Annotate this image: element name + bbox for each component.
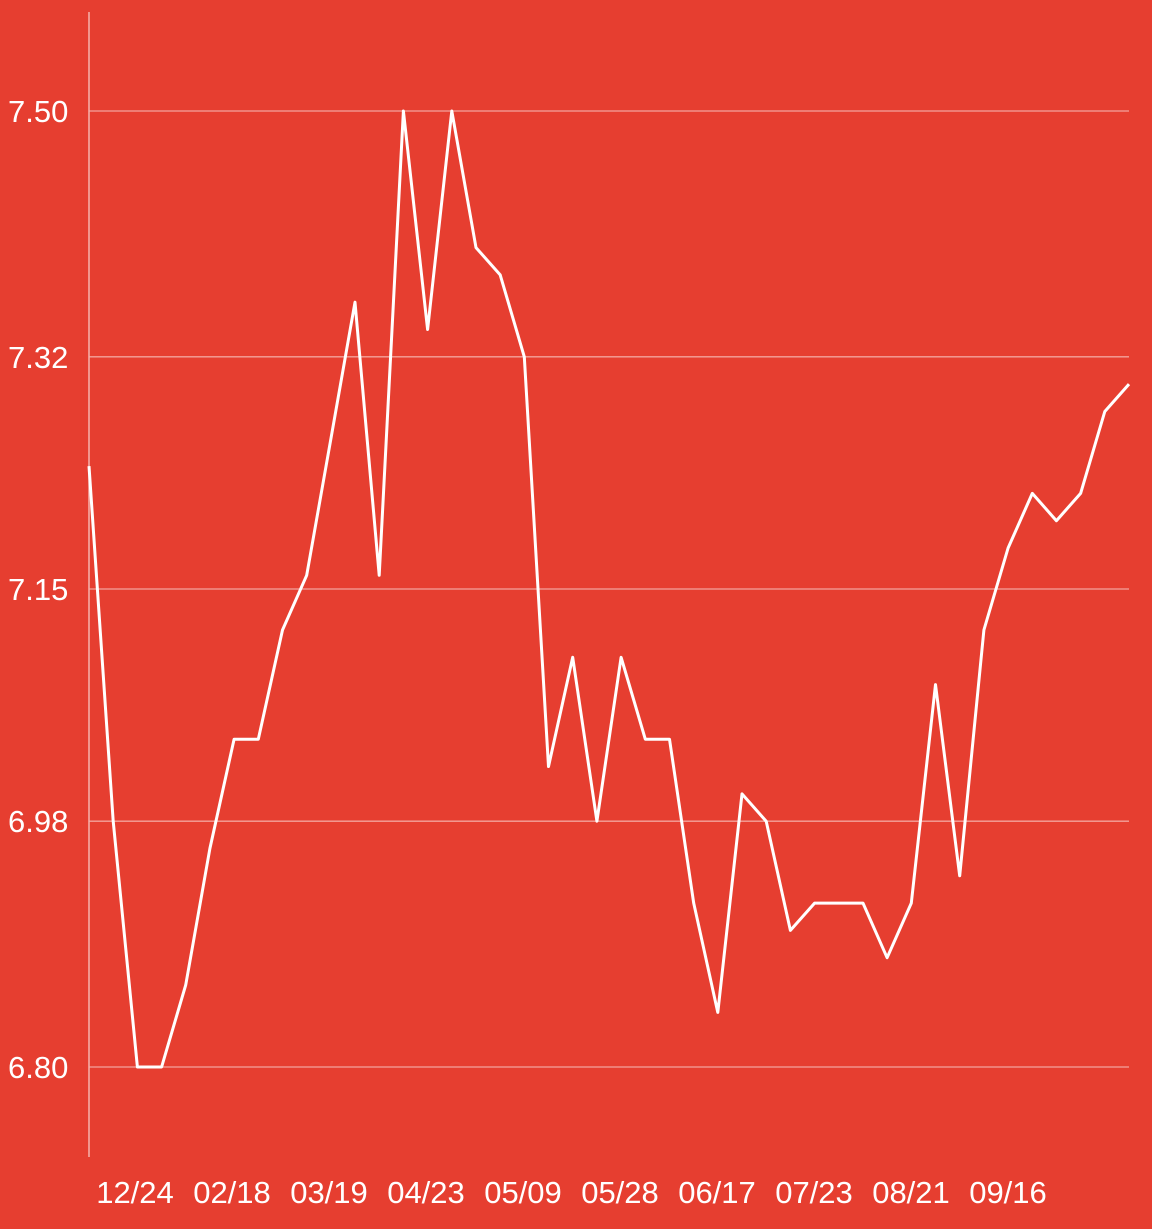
y-tick-label: 6.98: [8, 804, 68, 839]
series-line: [87, 109, 1131, 1069]
x-tick-label: 12/24: [96, 1175, 174, 1210]
x-tick-label: 05/28: [581, 1175, 659, 1210]
x-tick-label: 03/19: [290, 1175, 368, 1210]
x-tick-label: 07/23: [775, 1175, 853, 1210]
x-tick-label: 02/18: [193, 1175, 271, 1210]
y-tick-label: 6.80: [8, 1050, 68, 1085]
y-tick-label: 7.15: [8, 572, 68, 607]
grid-lines: [89, 110, 1129, 1068]
x-tick-label: 06/17: [678, 1175, 756, 1210]
y-tick-label: 7.32: [8, 340, 68, 375]
x-tick-label: 09/16: [969, 1175, 1047, 1210]
x-tick-labels: 12/24 02/18 03/19 04/23 05/09 05/28 06/17 07/23…: [96, 1175, 1047, 1210]
x-tick-label: 08/21: [872, 1175, 950, 1210]
y-tick-label: 7.50: [8, 94, 68, 129]
x-tick-label: 05/09: [484, 1175, 562, 1210]
x-tick-label: 04/23: [387, 1175, 465, 1210]
y-tick-labels: 7.50 7.32 7.15 6.98 6.80: [8, 94, 68, 1085]
